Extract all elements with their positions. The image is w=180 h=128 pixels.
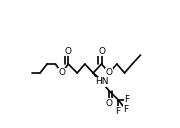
Text: O: O [106, 99, 113, 108]
Text: O: O [98, 47, 105, 56]
Text: F: F [125, 95, 130, 104]
Text: O: O [106, 68, 113, 77]
Text: O: O [58, 68, 65, 77]
Text: HN: HN [95, 77, 108, 86]
Text: O: O [58, 68, 65, 77]
Polygon shape [93, 73, 103, 83]
Text: F: F [123, 105, 128, 114]
Text: F: F [116, 107, 121, 116]
Text: O: O [65, 47, 72, 56]
